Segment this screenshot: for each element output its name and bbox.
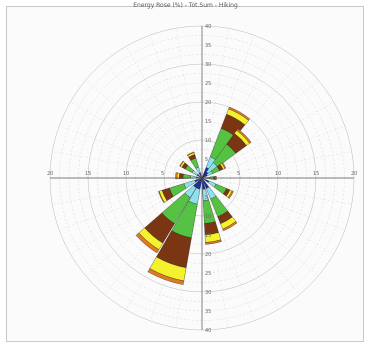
tick-label-north: 30: [205, 62, 211, 68]
rose-wedge-9-5: [158, 190, 165, 204]
tick-label-south: 20: [205, 252, 211, 258]
rose-wedge-1-5: [236, 128, 252, 144]
grid-spoke: [201, 177, 319, 276]
tick-labels: 5 10 15 20 25 30 35 40 5 10 15 20 25 30 35 40 5 10 15 20 5 10…: [47, 24, 357, 334]
rose-wedge-12-5: [186, 151, 195, 156]
grid-spoke: [85, 177, 203, 276]
grid-spoke: [201, 125, 345, 179]
grid-spoke: [59, 125, 203, 179]
chart-frame: [6, 6, 364, 342]
tick-label-north: 10: [205, 138, 211, 144]
grid-spoke: [201, 35, 255, 179]
tick-label-north: 35: [205, 43, 211, 49]
tick-label-west: 5: [161, 171, 164, 177]
tick-label-south: 15: [205, 233, 211, 239]
grid-spoke: [201, 28, 229, 179]
tick-label-south: 10: [205, 214, 211, 220]
grid-spoke: [201, 151, 352, 179]
grid-spoke: [201, 177, 352, 205]
rose-wedge-10-5: [175, 172, 178, 180]
tick-label-west: 20: [47, 171, 53, 177]
tick-label-east: 5: [237, 171, 240, 177]
grid-spoke: [52, 177, 203, 205]
rose-wedge-4-5: [227, 190, 234, 199]
tick-label-east: 20: [351, 171, 357, 177]
tick-label-east: 10: [275, 171, 281, 177]
rose-wedge-7-5: [147, 268, 185, 285]
tick-label-south: 25: [205, 271, 211, 277]
rose-wedge-5-5: [222, 221, 238, 232]
tick-label-north: 5: [205, 157, 208, 163]
rose-wedge-11-5: [179, 160, 184, 167]
polar-axes: [50, 26, 354, 330]
tick-label-east: 15: [313, 171, 319, 177]
grid-spoke: [201, 177, 345, 231]
grid-spoke: [201, 177, 255, 321]
tick-label-south: 30: [205, 290, 211, 296]
rose-bars: [135, 106, 252, 285]
tick-label-south: 5: [205, 195, 208, 201]
rose-wedge-2-5: [221, 162, 227, 169]
rose-wedge-6-5: [205, 239, 222, 245]
grid-spoke: [104, 61, 203, 179]
grid-spoke: [201, 177, 300, 295]
chart-title: Energy Rose (%) - Tot.Sum - Hiking: [133, 2, 238, 9]
tick-label-north: 20: [205, 100, 211, 106]
tick-label-west: 15: [85, 171, 91, 177]
tick-label-west: 10: [123, 171, 129, 177]
tick-label-north: 15: [205, 119, 211, 125]
tick-label-north: 40: [205, 24, 211, 30]
tick-label-north: 25: [205, 81, 211, 87]
rose-wedge-0-5: [228, 106, 251, 121]
grid-spoke: [175, 28, 203, 179]
rose-wedge-8-5: [135, 232, 160, 254]
tick-label-south: 40: [205, 328, 211, 334]
tick-label-south: 35: [205, 309, 211, 315]
